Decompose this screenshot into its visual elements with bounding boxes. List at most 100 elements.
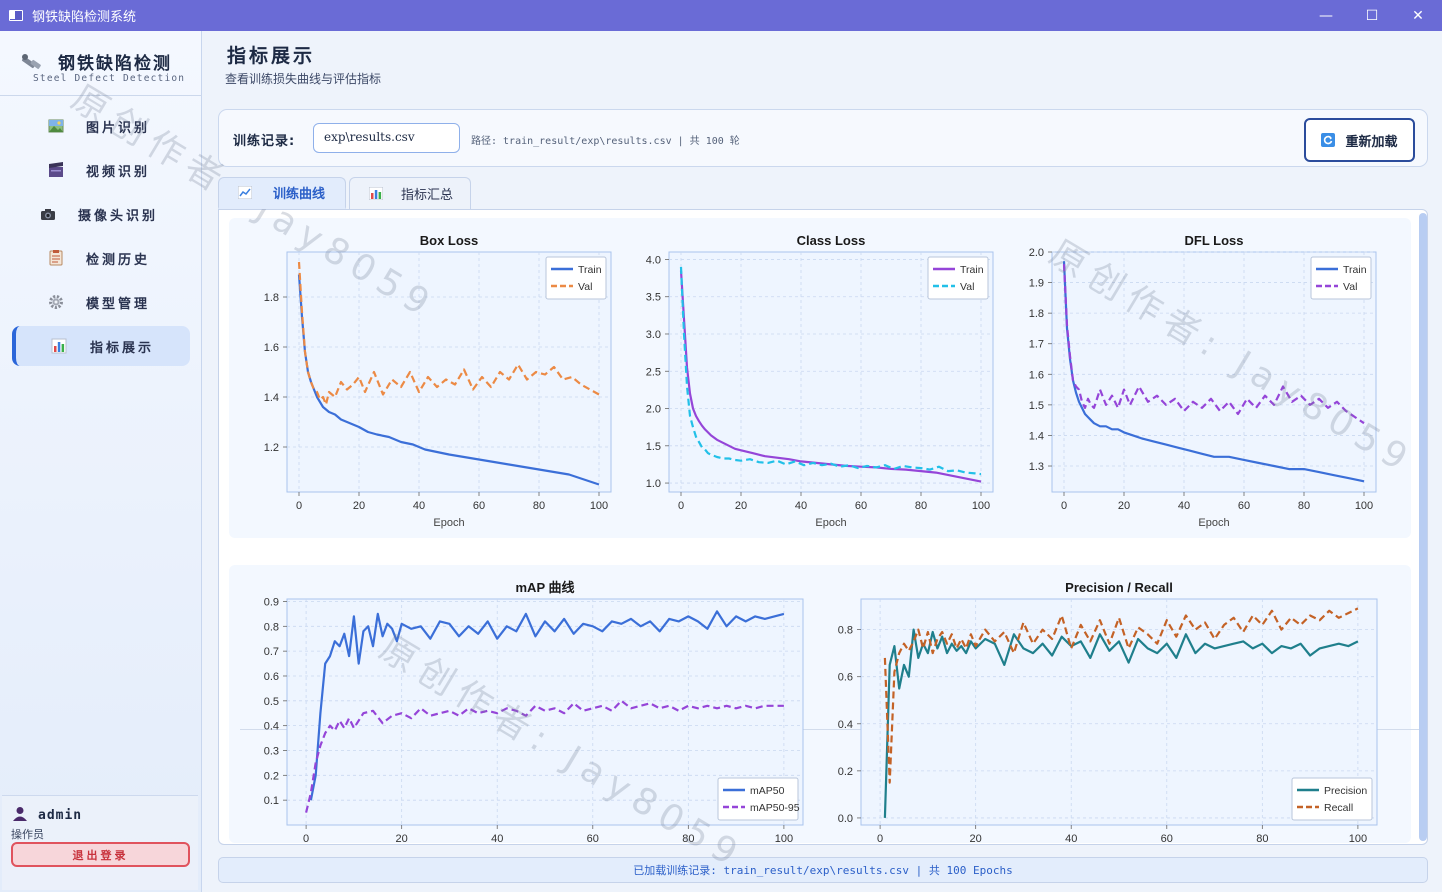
sidebar-item-image[interactable]: 图片识别	[12, 106, 190, 146]
sidebar: 钢铁缺陷检测 Steel Defect Detection 图片识别 视频识别 …	[0, 31, 202, 892]
chart-icon	[51, 338, 67, 354]
sidebar-item-video[interactable]: 视频识别	[12, 150, 190, 190]
app-icon	[9, 10, 23, 21]
record-select[interactable]: exp\results.csv	[313, 123, 460, 153]
y-tick-label: 1.4	[264, 392, 279, 404]
y-tick-label: 2.5	[646, 366, 661, 378]
series-line-precision	[883, 628, 1359, 818]
y-tick-label: 0.9	[264, 596, 279, 608]
x-tick-label: 100	[775, 833, 793, 845]
reload-label: 重新加载	[1345, 134, 1398, 150]
sidebar-item-label: 模型管理	[86, 296, 151, 312]
series-line-val	[297, 261, 600, 406]
sidebar-divider	[0, 95, 202, 96]
y-tick-label: 1.6	[264, 342, 279, 354]
logout-button[interactable]: 退出登录	[11, 842, 190, 867]
sidebar-item-label: 检测历史	[86, 252, 151, 268]
bar-chart-icon	[369, 187, 383, 200]
main-content: 指标展示 查看训练损失曲线与评估指标 训练记录: exp\results.csv…	[206, 31, 1442, 892]
legend-label: Precision	[1324, 785, 1367, 797]
sidebar-item-label: 视频识别	[86, 164, 151, 180]
sidebar-item-label: 指标展示	[90, 340, 155, 356]
y-tick-label: 2.0	[646, 404, 661, 416]
x-tick-label: 20	[353, 500, 365, 512]
gear-icon	[48, 294, 64, 310]
status-bar: 已加载训练记录: train_result/exp\results.csv | …	[218, 857, 1428, 883]
legend-label: Val	[1343, 281, 1357, 293]
y-tick-label: 3.5	[646, 292, 661, 304]
x-axis-label: Epoch	[433, 517, 464, 529]
vertical-scrollbar[interactable]	[1419, 213, 1427, 841]
sidebar-item-camera[interactable]: 摄像头识别	[12, 194, 190, 234]
x-tick-label: 20	[735, 500, 747, 512]
reload-button[interactable]: 重新加载	[1304, 118, 1415, 162]
y-tick-label: 4.0	[646, 254, 661, 266]
record-label: 训练记录:	[233, 134, 296, 149]
y-tick-label: 1.3	[1029, 461, 1044, 473]
y-tick-label: 0.4	[264, 721, 279, 733]
y-tick-label: 1.6	[1029, 369, 1044, 381]
sidebar-item-label: 摄像头识别	[78, 208, 159, 224]
chart-title: mAP 曲线	[516, 580, 575, 595]
series-line-val	[1062, 264, 1365, 425]
close-button[interactable]: ✕	[1412, 7, 1424, 24]
x-tick-label: 100	[972, 500, 990, 512]
y-tick-label: 0.2	[264, 770, 279, 782]
window-titlebar: 钢铁缺陷检测系统 — ☐ ✕	[0, 0, 1442, 31]
y-tick-label: 1.2	[264, 442, 279, 454]
x-tick-label: 0	[877, 833, 883, 845]
y-tick-label: 1.0	[646, 478, 661, 490]
record-toolbar: 训练记录: exp\results.csv 路径: train_result/e…	[218, 109, 1428, 167]
x-axis-label: Epoch	[1198, 517, 1229, 529]
x-tick-label: 20	[1118, 500, 1130, 512]
y-tick-label: 0.1	[264, 795, 279, 807]
y-tick-label: 0.6	[838, 672, 853, 684]
sidebar-item-metrics[interactable]: 指标展示	[12, 326, 190, 366]
line-chart-icon	[238, 186, 252, 199]
x-tick-label: 60	[587, 833, 599, 845]
y-tick-label: 0.8	[838, 625, 853, 637]
x-tick-label: 60	[473, 500, 485, 512]
x-tick-label: 20	[970, 833, 982, 845]
record-path-text: 路径: train_result/exp\results.csv | 共 100…	[471, 136, 740, 147]
x-tick-label: 60	[855, 500, 867, 512]
legend-label: mAP50	[750, 785, 785, 797]
tab-metrics-summary[interactable]: 指标汇总	[349, 177, 471, 209]
x-tick-label: 60	[1161, 833, 1173, 845]
series-line-map50	[309, 610, 785, 801]
y-tick-label: 0.0	[838, 813, 853, 825]
legend-label: Train	[1343, 264, 1367, 276]
x-tick-label: 40	[1178, 500, 1190, 512]
legend-box	[545, 256, 607, 300]
x-tick-label: 0	[678, 500, 684, 512]
history-icon	[48, 250, 64, 266]
legend-label: Train	[578, 264, 602, 276]
chart-title: Box Loss	[420, 233, 479, 248]
series-line-train	[1062, 261, 1365, 483]
maximize-button[interactable]: ☐	[1365, 7, 1379, 24]
page-title: 指标展示	[227, 45, 316, 67]
y-tick-label: 0.6	[264, 671, 279, 683]
sidebar-item-model[interactable]: 模型管理	[12, 282, 190, 322]
series-line-val	[679, 266, 982, 476]
user-card: admin 操作员 退出登录	[2, 795, 198, 890]
refresh-icon	[1321, 133, 1336, 147]
tab-training-curves[interactable]: 训练曲线	[218, 177, 346, 209]
sidebar-item-history[interactable]: 检测历史	[12, 238, 190, 278]
video-icon	[48, 162, 64, 178]
x-tick-label: 80	[533, 500, 545, 512]
series-line-train	[297, 274, 600, 486]
y-tick-label: 0.7	[264, 646, 279, 658]
legend-label: Train	[960, 264, 984, 276]
y-tick-label: 1.8	[1029, 308, 1044, 320]
x-tick-label: 20	[396, 833, 408, 845]
x-tick-label: 100	[590, 500, 608, 512]
x-axis-label: Epoch	[815, 517, 846, 529]
x-tick-label: 40	[413, 500, 425, 512]
y-tick-label: 0.5	[264, 696, 279, 708]
minimize-button[interactable]: —	[1319, 7, 1333, 24]
user-role: 操作员	[11, 828, 44, 841]
logo-title: 钢铁缺陷检测	[58, 54, 172, 74]
x-tick-label: 100	[1349, 833, 1367, 845]
logo-subtitle: Steel Defect Detection	[33, 73, 186, 84]
